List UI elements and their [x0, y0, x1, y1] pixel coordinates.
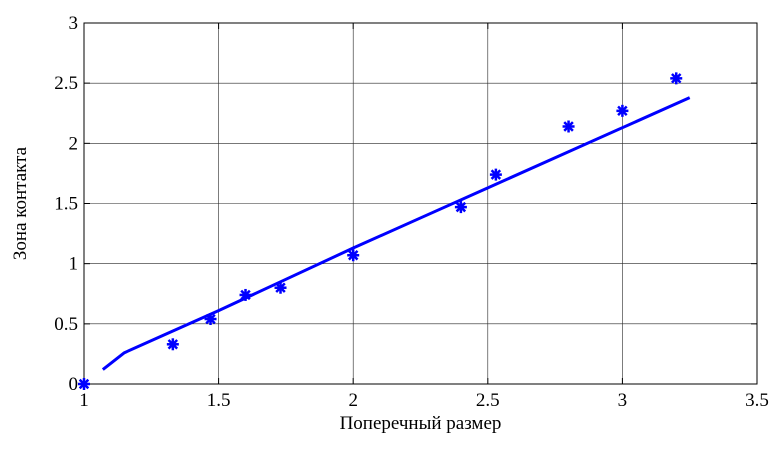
- x-tick-label: 2.5: [476, 390, 500, 411]
- x-tick-label: 1: [79, 390, 89, 411]
- data-point: [616, 104, 629, 117]
- data-point: [347, 249, 360, 262]
- data-point: [670, 72, 683, 85]
- data-point: [166, 338, 179, 351]
- data-point: [454, 201, 467, 214]
- data-point: [489, 168, 502, 181]
- fit-line: [101, 96, 691, 371]
- x-tick-label: 2: [348, 390, 358, 411]
- y-tick-label: 1.5: [54, 194, 78, 215]
- data-series: [78, 72, 691, 390]
- x-tick-label: 3.5: [745, 390, 769, 411]
- x-tick-label: 3: [618, 390, 628, 411]
- data-point: [562, 120, 575, 133]
- y-tick-label: 0.5: [54, 314, 78, 335]
- y-tick-label: 3: [69, 13, 79, 34]
- data-point: [78, 378, 90, 390]
- axis-ticks: 1 1.5 2 2.5 3 3.5 0 0.5 1 1.5 2 2.5 3: [54, 13, 769, 411]
- grid-lines: [84, 23, 757, 384]
- y-axis-label: Зона контакта: [10, 146, 31, 260]
- x-tick-label: 1.5: [207, 390, 231, 411]
- y-tick-label: 2.5: [54, 73, 78, 94]
- y-tick-label: 2: [69, 133, 79, 154]
- x-axis-label: Поперечный размер: [340, 413, 502, 434]
- data-point: [274, 281, 287, 294]
- y-tick-label: 0: [69, 374, 79, 395]
- y-tick-label: 1: [69, 254, 79, 275]
